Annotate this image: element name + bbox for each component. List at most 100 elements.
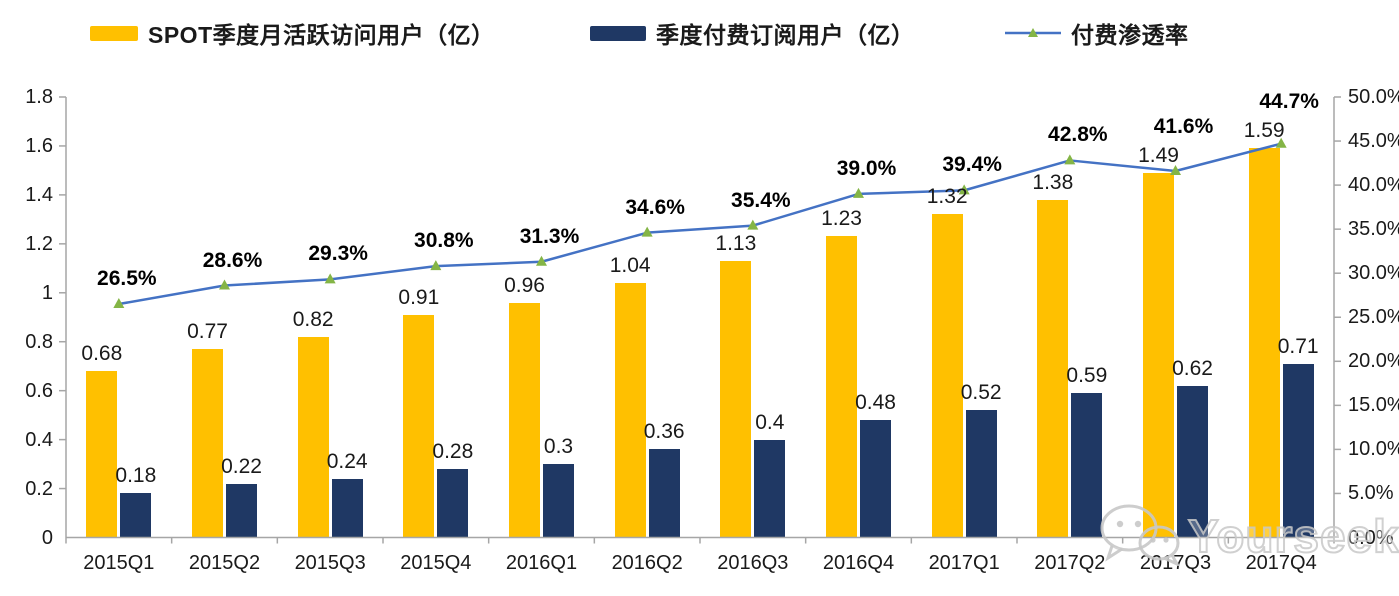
left-axis-tick-label: 1.6	[25, 134, 53, 157]
line-marker-legend-icon	[1005, 25, 1061, 41]
penetration-value-label: 41.6%	[1153, 114, 1214, 138]
x-axis-label: 2016Q3	[717, 552, 789, 574]
penetration-value-label: 28.6%	[202, 248, 263, 272]
right-axis-tick-label: 15.0%	[1348, 394, 1399, 417]
legend-label-mau: SPOT季度月活跃访问用户（亿）	[148, 22, 495, 48]
subscriber-bar	[226, 483, 257, 538]
penetration-value-label: 31.3%	[519, 224, 580, 248]
right-axis-tick-label: 0.0%	[1348, 526, 1394, 549]
line-marker-triangle	[536, 255, 547, 266]
subscriber-bar	[120, 493, 152, 538]
penetration-value-label: 35.4%	[731, 188, 791, 212]
subscriber-bar	[754, 439, 786, 538]
x-axis-label: 2016Q1	[505, 552, 578, 574]
mau-bar	[1037, 199, 1069, 538]
x-axis-label: 2015Q4	[400, 552, 472, 574]
line-marker-triangle	[1170, 165, 1181, 176]
subscriber-bar	[437, 468, 469, 538]
mau-value-label: 1.32	[926, 185, 968, 209]
penetration-value-label: 39.4%	[942, 153, 1002, 177]
subscriber-bar	[860, 420, 891, 538]
mau-value-label: 0.77	[187, 320, 228, 344]
mau-bar	[931, 214, 963, 538]
x-axis-label: 2017Q4	[1245, 552, 1317, 574]
right-axis-tick-label: 10.0%	[1348, 438, 1399, 461]
mau-value-label: 0.68	[81, 342, 123, 366]
subscriber-value-label: 0.22	[221, 454, 262, 478]
right-axis-tick-label: 30.0%	[1348, 262, 1399, 285]
left-axis-tick-label: 1.8	[25, 86, 53, 108]
x-axis-label: 2017Q1	[928, 552, 1000, 574]
mau-bar	[720, 260, 752, 538]
right-axis-tick-label: 50.0%	[1348, 86, 1399, 108]
mau-value-label: 0.96	[504, 273, 545, 297]
legend-label-subscribers: 季度付费订阅用户（亿）	[656, 22, 915, 48]
mau-series-swatch	[90, 25, 138, 41]
line-marker-triangle	[641, 226, 653, 237]
subscriber-value-label: 0.24	[326, 449, 368, 473]
line-marker-triangle	[958, 184, 970, 195]
left-axis-tick-label: 1	[41, 281, 53, 304]
mau-bar	[1143, 172, 1174, 538]
subscriber-value-label: 0.36	[643, 420, 685, 444]
subscriber-bar	[1177, 385, 1208, 538]
line-marker-triangle	[324, 273, 336, 284]
penetration-value-label: 42.8%	[1048, 123, 1108, 147]
line-marker-triangle	[747, 219, 759, 230]
mau-bar	[826, 236, 857, 538]
left-axis-tick-label: 0	[41, 526, 53, 549]
mau-bar	[86, 371, 118, 538]
mau-value-label: 1.04	[609, 253, 651, 277]
subscriber-bar	[1071, 393, 1103, 538]
mau-value-label: 0.91	[398, 285, 440, 309]
subscriber-value-label: 0.18	[115, 464, 157, 488]
mau-bar	[614, 282, 646, 538]
line-marker-triangle	[430, 260, 442, 271]
subscriber-value-label: 0.48	[855, 391, 896, 415]
x-axis-label: 2016Q2	[611, 552, 683, 574]
line-marker-triangle	[113, 298, 125, 309]
mau-value-label: 1.38	[1032, 170, 1074, 194]
line-marker-triangle	[219, 279, 230, 290]
subscriber-value-label: 0.3	[543, 435, 574, 459]
line-marker-triangle	[1064, 154, 1076, 165]
left-axis-tick-label: 1.4	[25, 183, 53, 206]
left-axis-tick-label: 0.8	[25, 330, 53, 353]
mau-value-label: 1.59	[1243, 119, 1285, 143]
subscriber-value-label: 0.4	[755, 410, 785, 434]
left-axis-tick-label: 0.2	[25, 477, 53, 500]
subscriber-bar	[965, 410, 997, 538]
penetration-value-label: 29.3%	[308, 242, 368, 266]
subscriber-value-label: 0.59	[1066, 364, 1108, 388]
left-axis-tick-label: 0.6	[25, 379, 53, 402]
legend-item-subscribers: 季度付费订阅用户（亿）	[590, 16, 915, 50]
penetration-value-label: 44.7%	[1259, 90, 1319, 114]
penetration-value-label: 39.0%	[836, 156, 897, 180]
right-axis-tick-label: 40.0%	[1348, 174, 1399, 197]
legend-item-penetration: 付费渗透率	[1005, 16, 1189, 50]
right-axis-tick-label: 5.0%	[1348, 482, 1394, 505]
line-marker-triangle	[1275, 137, 1287, 148]
penetration-value-label: 34.6%	[625, 195, 685, 219]
mau-bar	[192, 349, 223, 538]
x-axis-label: 2015Q2	[188, 552, 261, 574]
subscriber-value-label: 0.52	[960, 381, 1002, 405]
mau-value-label: 1.23	[821, 207, 862, 231]
subscriber-bar	[331, 478, 363, 538]
mau-bar	[509, 302, 540, 538]
mau-value-label: 1.13	[715, 231, 757, 255]
left-axis-tick-label: 0.4	[25, 428, 53, 451]
subscriber-value-label: 0.28	[432, 439, 474, 463]
right-axis-tick-label: 45.0%	[1348, 130, 1399, 153]
x-axis-label: 2017Q2	[1034, 552, 1106, 574]
right-axis-tick-label: 25.0%	[1348, 306, 1399, 329]
penetration-value-label: 30.8%	[414, 229, 474, 253]
mau-bar	[1248, 148, 1280, 538]
subscriber-bar	[648, 449, 680, 538]
mau-value-label: 0.82	[292, 307, 334, 331]
penetration-value-label: 26.5%	[97, 267, 157, 291]
line-marker-triangle	[853, 187, 864, 198]
mau-value-label: 1.49	[1138, 143, 1179, 167]
